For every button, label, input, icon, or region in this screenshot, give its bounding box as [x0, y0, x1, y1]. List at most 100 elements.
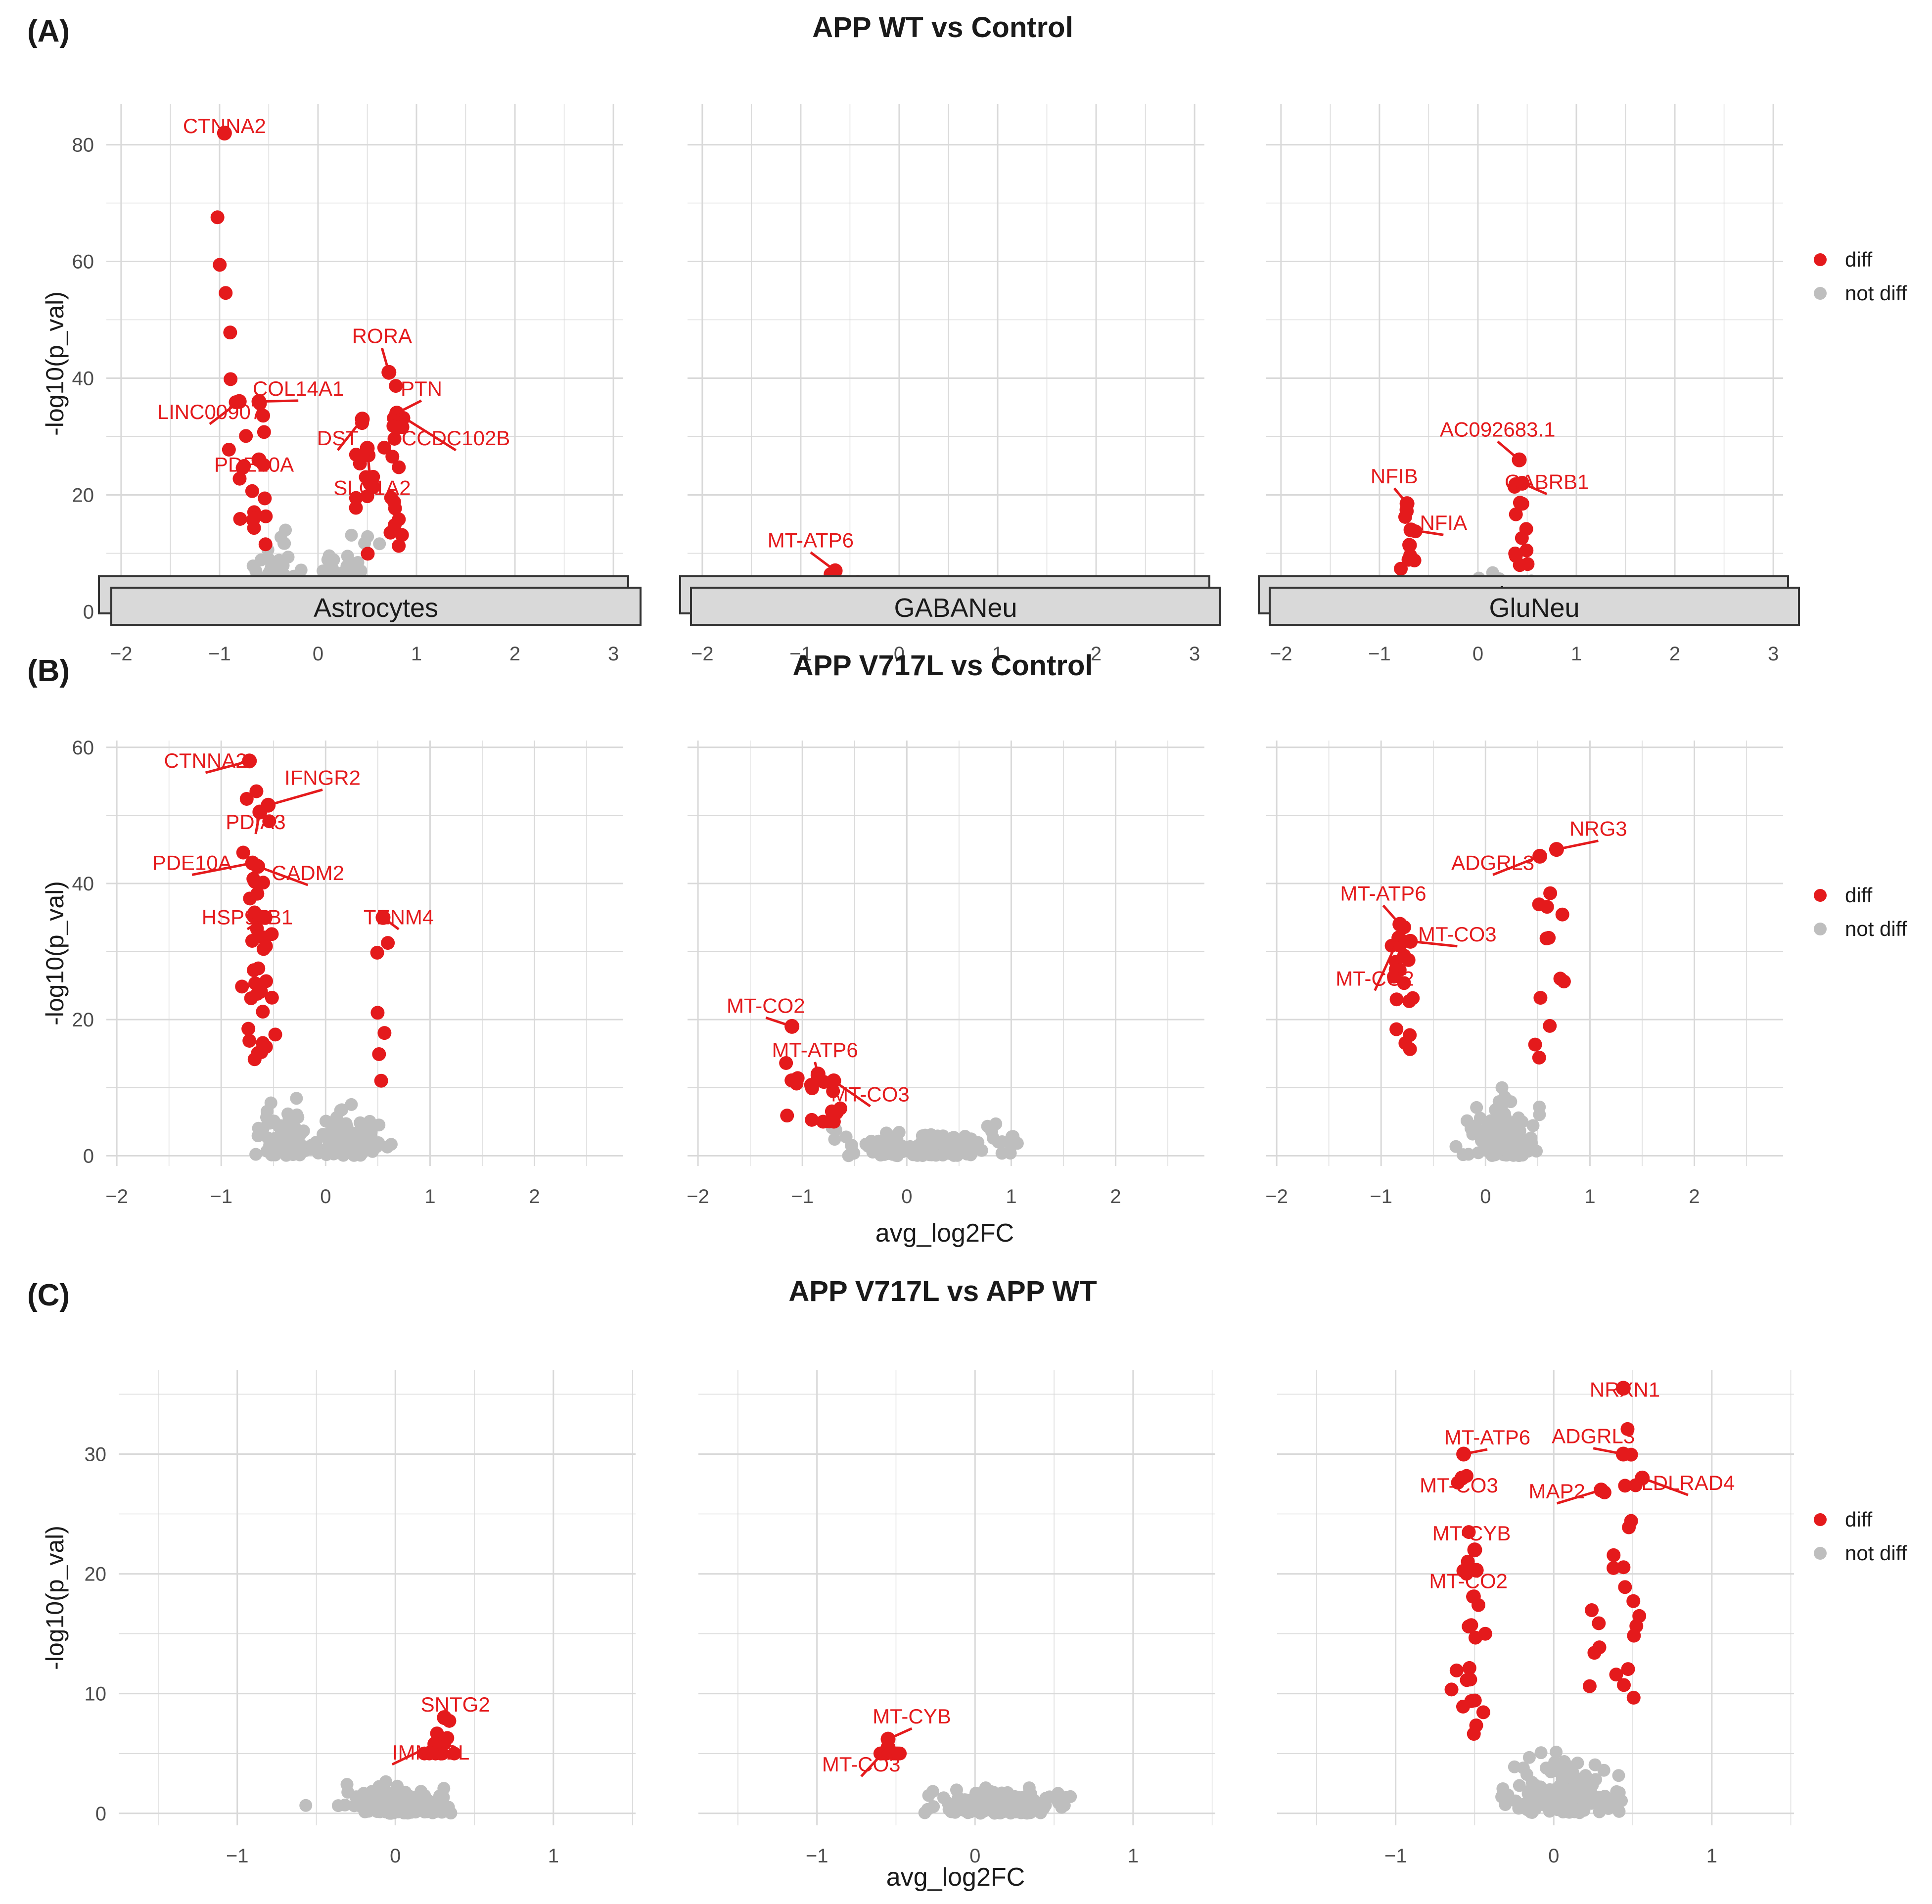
diff-point [235, 461, 250, 475]
diff-point [1626, 1690, 1641, 1705]
label-connector [1492, 855, 1541, 876]
legend-not-diff-swatch [1814, 923, 1827, 935]
panel-label: (C) [27, 1278, 70, 1312]
not-diff-point [1550, 1745, 1563, 1759]
diff-point [233, 511, 247, 526]
panel-label: (A) [27, 14, 70, 48]
diff-point [239, 429, 253, 443]
diff-point [1469, 1718, 1483, 1732]
x-tick-label: 0 [320, 1186, 331, 1207]
diff-point [1519, 543, 1534, 557]
y-tick-label: 40 [72, 368, 94, 389]
diff-point [1555, 907, 1569, 922]
label-connector [1497, 440, 1520, 461]
legend: diff not diff [1814, 1508, 1907, 1565]
x-tick-label: −2 [1270, 643, 1292, 665]
not-diff-point [907, 1148, 920, 1161]
diff-point [349, 501, 363, 515]
not-diff-point [1466, 1119, 1479, 1133]
not-diff-point [1526, 1119, 1540, 1132]
panel-title: APP WT vs Control [812, 11, 1073, 44]
not-diff-point [1517, 1761, 1530, 1774]
legend: diff not diff [1814, 248, 1907, 305]
diff-point [245, 933, 259, 948]
not-diff-point [936, 1129, 950, 1143]
not-diff-point [952, 1791, 965, 1805]
legend-diff-label: diff [1845, 1508, 1873, 1531]
gene-label: MT-CO3 [1420, 1474, 1498, 1497]
facet-strip [1269, 587, 1800, 626]
x-axis-title: avg_log2FC [875, 1219, 1014, 1248]
gene-label: MT-CO2 [1335, 967, 1414, 990]
facet-strip [690, 587, 1221, 626]
not-diff-point [277, 1140, 290, 1153]
diff-point [1513, 496, 1527, 510]
x-tick-label: 0 [969, 1845, 980, 1867]
diff-point [241, 1022, 256, 1036]
not-diff-point [273, 1120, 286, 1134]
x-tick-label: 1 [1584, 1186, 1595, 1207]
not-diff-point [923, 1148, 936, 1161]
facet-astrocytes: Astrocytes−2−10120204060CTNNA2IFNGR2PDIA… [72, 575, 629, 1207]
diff-point [387, 431, 402, 446]
gene-label: SLC1A2 [333, 476, 411, 499]
diff-point [805, 1113, 819, 1127]
diff-point [1463, 1672, 1477, 1687]
not-diff-point [889, 1129, 903, 1142]
gene-label: DST [317, 426, 359, 450]
diff-point [1585, 1603, 1599, 1618]
diff-point [1532, 1050, 1546, 1065]
not-diff-point [348, 1147, 362, 1160]
y-tick-label: 0 [83, 601, 94, 623]
diff-point [391, 420, 405, 435]
not-diff-point [1606, 1795, 1619, 1809]
x-tick-label: 0 [1548, 1845, 1559, 1867]
diff-point [1394, 561, 1408, 576]
y-tick-label: 10 [85, 1683, 107, 1705]
diff-point [370, 1006, 385, 1020]
y-tick-label: 0 [83, 1145, 94, 1167]
diff-point [1528, 1037, 1542, 1052]
legend-not-diff-label: not diff [1845, 917, 1907, 940]
diff-point [1508, 546, 1522, 560]
not-diff-point [371, 1802, 384, 1815]
x-tick-label: 0 [894, 643, 905, 665]
gene-label: HSP90B1 [202, 906, 293, 929]
not-diff-point [388, 1785, 401, 1798]
x-tick-label: 0 [901, 1186, 912, 1207]
diff-point [804, 1078, 818, 1092]
gene-label: PDE10A [214, 453, 294, 476]
gene-label: CTNNA2 [164, 749, 247, 772]
diff-point [1401, 953, 1416, 967]
label-connector [1393, 487, 1408, 505]
y-tick-label: 0 [95, 1803, 106, 1825]
diff-point [1626, 1594, 1641, 1608]
diff-point [1449, 1663, 1464, 1677]
diff-point [265, 927, 279, 941]
not-diff-point [1495, 1790, 1509, 1804]
diff-point [1398, 1036, 1413, 1050]
diff-point [395, 528, 409, 542]
diff-point [1456, 1699, 1470, 1714]
not-diff-point [1552, 1798, 1565, 1811]
label-connector [268, 789, 323, 807]
diff-point [1515, 531, 1529, 545]
panel-1: (B) APP V717L vs Control Astrocytes −2 −1 0 1 2… [27, 575, 1907, 1248]
gene-label: LDLRAD4 [1641, 1471, 1735, 1494]
diff-point [389, 379, 403, 393]
label-connector [205, 759, 250, 774]
label-connector [1593, 1447, 1624, 1455]
y-tick-label: 20 [72, 484, 94, 506]
x-tick-label: 0 [1472, 643, 1483, 665]
diff-point [1592, 1616, 1606, 1630]
x-tick-label: 2 [1110, 1186, 1121, 1207]
x-tick-label: −2 [687, 1186, 709, 1207]
diff-point [1618, 1580, 1632, 1594]
diff-point [1607, 1561, 1621, 1575]
not-diff-point [251, 1129, 265, 1143]
diff-point [247, 511, 261, 525]
not-diff-point [1513, 1779, 1526, 1792]
diff-point [259, 1040, 273, 1054]
